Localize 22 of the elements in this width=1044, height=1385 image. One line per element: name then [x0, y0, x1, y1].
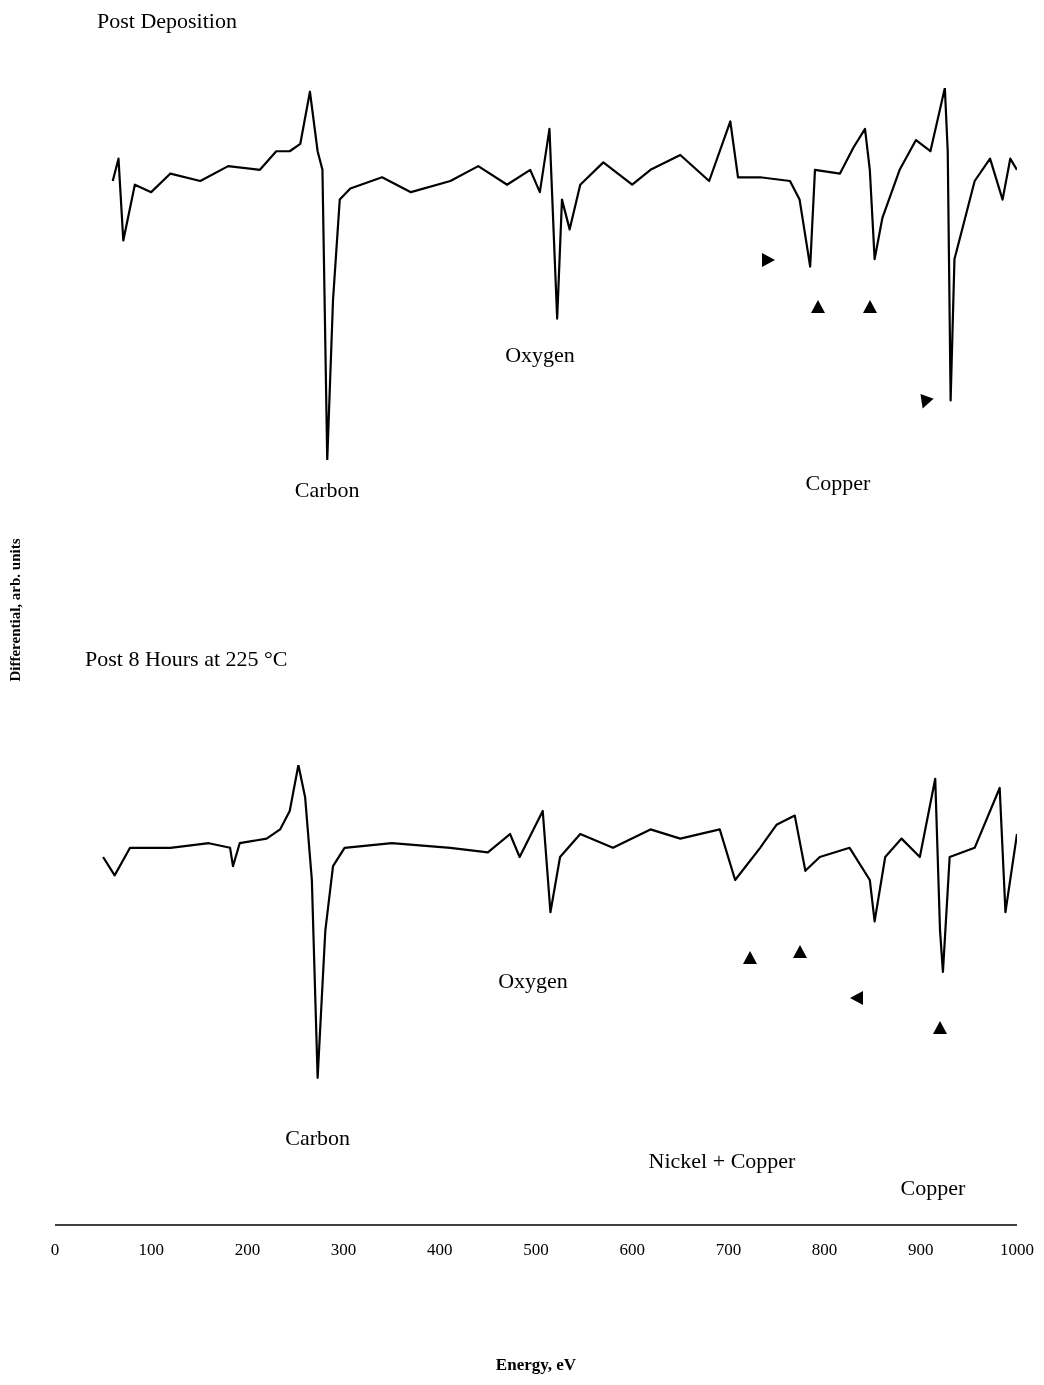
x-tick-label: 1000: [1000, 1240, 1034, 1260]
x-axis-title: Energy, eV: [494, 1355, 578, 1375]
text: Copper: [805, 470, 872, 495]
x-tick-label: 0: [50, 1240, 60, 1260]
chart-title: Post Deposition: [97, 8, 237, 34]
x-tick-label: 300: [330, 1240, 357, 1260]
x-tick-label: 200: [234, 1240, 261, 1260]
x-tick-label: 600: [619, 1240, 645, 1260]
chart-title: Post 8 Hours at 225 °C: [85, 646, 288, 672]
x-tick-label: 100: [138, 1240, 164, 1260]
x-tick-label: 500: [523, 1240, 549, 1260]
annotation: Oxygen: [498, 968, 568, 993]
annotation: Nickel + Copper: [648, 1148, 797, 1173]
y-axis-title: Differential, arb. units: [7, 538, 23, 682]
x-tick-label: 400: [427, 1240, 453, 1260]
annotation: Carbon: [285, 1125, 351, 1151]
x-tick-label: 700: [715, 1240, 742, 1260]
x-tick-label: 800: [811, 1240, 838, 1260]
x-tick-label: 900: [908, 1240, 934, 1260]
annotation: Copper: [900, 1175, 967, 1200]
annotation: Carbon: [294, 477, 360, 502]
annotation: Oxygen: [505, 342, 575, 367]
